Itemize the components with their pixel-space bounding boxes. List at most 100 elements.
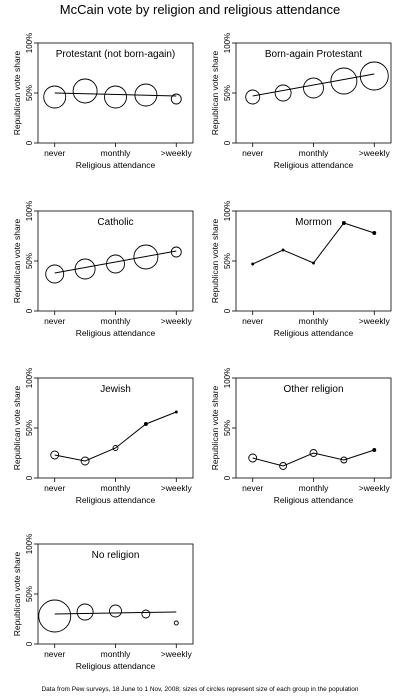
x-axis-label: Religious attendance (76, 160, 156, 170)
data-point (359, 61, 389, 91)
data-point (104, 85, 127, 109)
y-tick-label: 50% (223, 85, 232, 101)
panel-5: Jewish 0 50% 100%Republican vote share never… (12, 368, 194, 505)
data-point (341, 221, 346, 225)
x-tick-label: >weekly (161, 649, 193, 659)
panel-2: Born-again Protestant 0 50% 100%Republican … (210, 33, 392, 170)
x-axis-label: Religious attendance (274, 160, 354, 170)
panel-6: Other religion 0 50% 100%Republican vote sh… (210, 368, 392, 505)
panel-4: Mormon 0 50% 100%Republican vote share never… (210, 201, 392, 338)
y-tick-label: 50% (25, 586, 34, 602)
data-point (274, 84, 292, 102)
x-tick-label: >weekly (359, 483, 391, 493)
data-point (143, 422, 148, 426)
data-point (340, 456, 348, 464)
data-point (45, 264, 65, 284)
x-tick-label: >weekly (359, 316, 391, 326)
x-tick-label: monthly (101, 316, 132, 326)
panel-title: Protestant (not born-again) (56, 49, 176, 60)
x-axis-label: Religious attendance (76, 328, 156, 338)
data-point (312, 261, 315, 265)
x-tick-label: never (44, 148, 65, 158)
y-tick-label: 50% (25, 420, 34, 436)
panel-title: Born-again Protestant (265, 49, 363, 60)
y-tick-label: 100% (223, 201, 232, 221)
data-point (372, 448, 377, 452)
panel-title: Jewish (100, 384, 131, 395)
data-point (372, 231, 377, 235)
series-line (54, 411, 177, 462)
x-tick-label: monthly (299, 148, 330, 158)
data-point (141, 609, 151, 619)
x-tick-label: monthly (101, 649, 132, 659)
y-tick-label: 50% (25, 85, 34, 101)
y-tick-label: 100% (25, 534, 34, 554)
x-tick-label: >weekly (161, 483, 193, 493)
data-point (50, 450, 60, 460)
x-tick-label: never (242, 316, 263, 326)
series-line (252, 222, 375, 265)
y-tick-label: 0 (223, 140, 232, 145)
x-tick-label: >weekly (161, 148, 193, 158)
x-tick-label: monthly (101, 483, 132, 493)
y-axis-label: Republican vote share (12, 218, 22, 303)
data-point (173, 620, 179, 626)
x-tick-label: >weekly (161, 316, 193, 326)
y-tick-label: 50% (223, 253, 232, 269)
x-axis-label: Religious attendance (76, 661, 156, 671)
data-point (309, 449, 318, 457)
x-tick-label: monthly (299, 483, 330, 493)
data-point (74, 258, 96, 280)
data-point (279, 462, 288, 470)
y-axis-label: Republican vote share (12, 50, 22, 135)
x-tick-label: never (44, 649, 65, 659)
y-tick-label: 100% (223, 368, 232, 388)
y-tick-label: 100% (25, 33, 34, 53)
y-axis-label: Republican vote share (12, 551, 22, 636)
y-axis-label: Republican vote share (210, 385, 220, 470)
x-tick-label: never (44, 483, 65, 493)
data-point (245, 89, 261, 105)
panel-3: Catholic 0 50% 100%Republican vote share nev… (12, 201, 194, 338)
panel-1: Protestant (not born-again) 0 50% 100%Repub… (12, 33, 194, 170)
y-tick-label: 0 (25, 140, 34, 145)
data-point (72, 78, 98, 104)
page-title: McCain vote by religion and religious at… (59, 2, 341, 17)
y-axis-label: Republican vote share (210, 218, 220, 303)
data-point (170, 93, 182, 105)
fit-line (252, 73, 375, 97)
y-tick-label: 0 (25, 475, 34, 480)
x-axis-label: Religious attendance (274, 328, 354, 338)
x-tick-label: never (242, 148, 263, 158)
data-point (330, 67, 358, 95)
series-line (252, 449, 375, 467)
data-point (281, 248, 285, 252)
panel-title: Mormon (295, 217, 332, 228)
panel-7: No religion 0 50% 100%Republican vote share… (12, 534, 194, 671)
data-point (133, 244, 159, 270)
x-tick-label: never (44, 316, 65, 326)
data-point (170, 246, 182, 258)
data-point (248, 453, 258, 463)
data-point (38, 599, 72, 633)
data-point (43, 85, 67, 109)
x-tick-label: never (242, 483, 263, 493)
y-tick-label: 100% (25, 201, 34, 221)
y-tick-label: 50% (25, 253, 34, 269)
x-axis-label: Religious attendance (76, 495, 156, 505)
x-axis-label: Religious attendance (274, 495, 354, 505)
data-point (134, 83, 158, 107)
y-tick-label: 100% (223, 33, 232, 53)
y-tick-label: 100% (25, 368, 34, 388)
panel-title: Catholic (97, 217, 133, 228)
data-point (303, 77, 324, 99)
y-axis-label: Republican vote share (12, 385, 22, 470)
y-tick-label: 0 (223, 308, 232, 313)
x-tick-label: monthly (299, 316, 330, 326)
data-point (109, 604, 122, 618)
x-tick-label: monthly (101, 148, 132, 158)
y-tick-label: 0 (25, 641, 34, 646)
data-point (106, 254, 125, 274)
data-point (251, 262, 255, 266)
